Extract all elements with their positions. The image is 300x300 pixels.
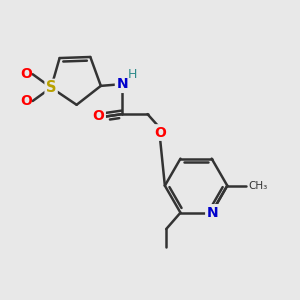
Text: S: S [46,80,56,95]
Text: CH₃: CH₃ [249,181,268,191]
Text: O: O [20,67,32,81]
Text: O: O [20,94,32,108]
Text: N: N [207,206,218,220]
Text: H: H [128,68,137,81]
Text: N: N [116,77,128,92]
Text: O: O [154,125,166,140]
Text: O: O [92,110,104,124]
Text: O: O [92,110,104,124]
